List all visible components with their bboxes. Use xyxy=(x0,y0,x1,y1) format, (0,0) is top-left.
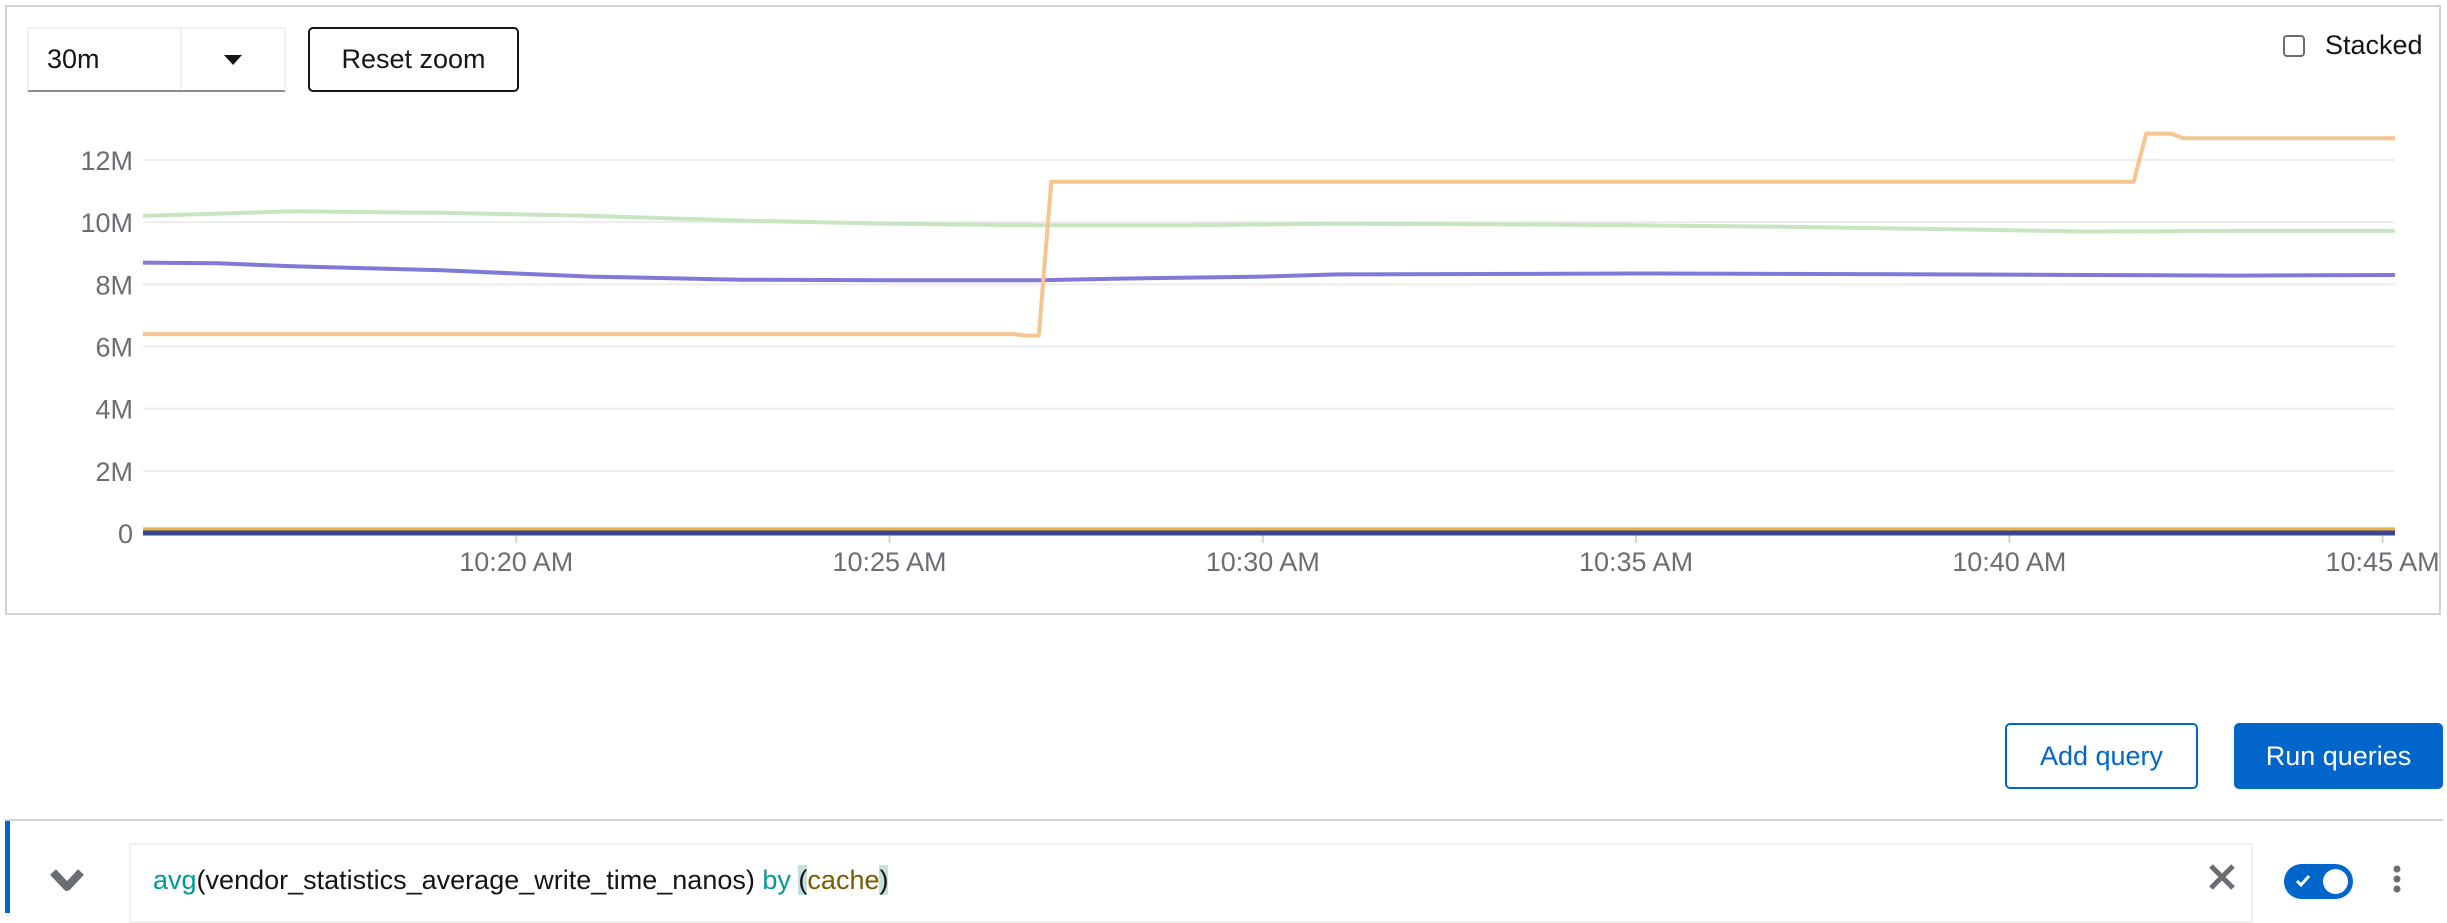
checkbox-icon[interactable] xyxy=(2283,34,2305,57)
query-paren: ) xyxy=(745,865,755,895)
series-line-2 xyxy=(142,260,2396,283)
chevron-down-icon[interactable] xyxy=(50,866,84,896)
time-range-toggle[interactable] xyxy=(182,29,284,90)
query-paren: ) xyxy=(879,865,889,895)
caret-down-icon xyxy=(224,54,242,65)
divider xyxy=(5,819,2443,821)
y-tick-label: 0 xyxy=(118,519,133,549)
x-tick-label: 10:40 AM xyxy=(1952,547,2066,577)
query-metric: vendor_statistics_average_write_time_nan… xyxy=(205,865,746,895)
y-tick-label: 6M xyxy=(95,333,133,363)
query-enabled-toggle[interactable] xyxy=(2284,864,2353,899)
x-tick-label: 10:20 AM xyxy=(459,547,573,577)
query-active-indicator xyxy=(5,821,10,913)
y-tick-label: 4M xyxy=(95,395,133,425)
add-query-button[interactable]: Add query xyxy=(2005,723,2198,789)
query-paren: ( xyxy=(196,865,206,895)
y-tick-label: 2M xyxy=(95,457,133,487)
stacked-label: Stacked xyxy=(2325,30,2423,60)
query-input[interactable]: avg(vendor_statistics_average_write_time… xyxy=(129,843,2253,923)
reset-zoom-button[interactable]: Reset zoom xyxy=(308,27,519,92)
query-paren: ( xyxy=(798,865,808,895)
time-range-select[interactable]: 30m xyxy=(27,27,286,92)
x-tick-label: 10:45 AM xyxy=(2326,547,2440,577)
time-range-value[interactable]: 30m xyxy=(29,29,182,90)
line-chart[interactable]: 0 2M 4M 6M 8M 10M 12M 10:20 AM 10:25 AM 10:30 AM 1… xyxy=(0,0,2447,640)
chart-panel xyxy=(5,5,2441,615)
close-icon[interactable] xyxy=(2207,862,2237,892)
y-tick-label: 10M xyxy=(80,208,133,238)
x-tick-label: 10:30 AM xyxy=(1206,547,1320,577)
y-tick-label: 8M xyxy=(95,270,133,300)
series-line-3 xyxy=(143,131,2395,338)
query-label: cache xyxy=(807,865,880,895)
kebab-icon[interactable] xyxy=(2391,864,2403,894)
series-line-1 xyxy=(142,209,2395,234)
toggle-knob xyxy=(2323,869,2348,894)
check-icon xyxy=(2295,875,2311,888)
x-tick-label: 10:35 AM xyxy=(1579,547,1693,577)
stacked-checkbox[interactable]: Stacked xyxy=(2283,30,2423,61)
x-tick-label: 10:25 AM xyxy=(832,547,946,577)
run-queries-button[interactable]: Run queries xyxy=(2234,723,2443,789)
y-tick-label: 12M xyxy=(80,146,133,176)
query-by-keyword: by xyxy=(762,865,791,895)
query-function: avg xyxy=(153,865,197,895)
